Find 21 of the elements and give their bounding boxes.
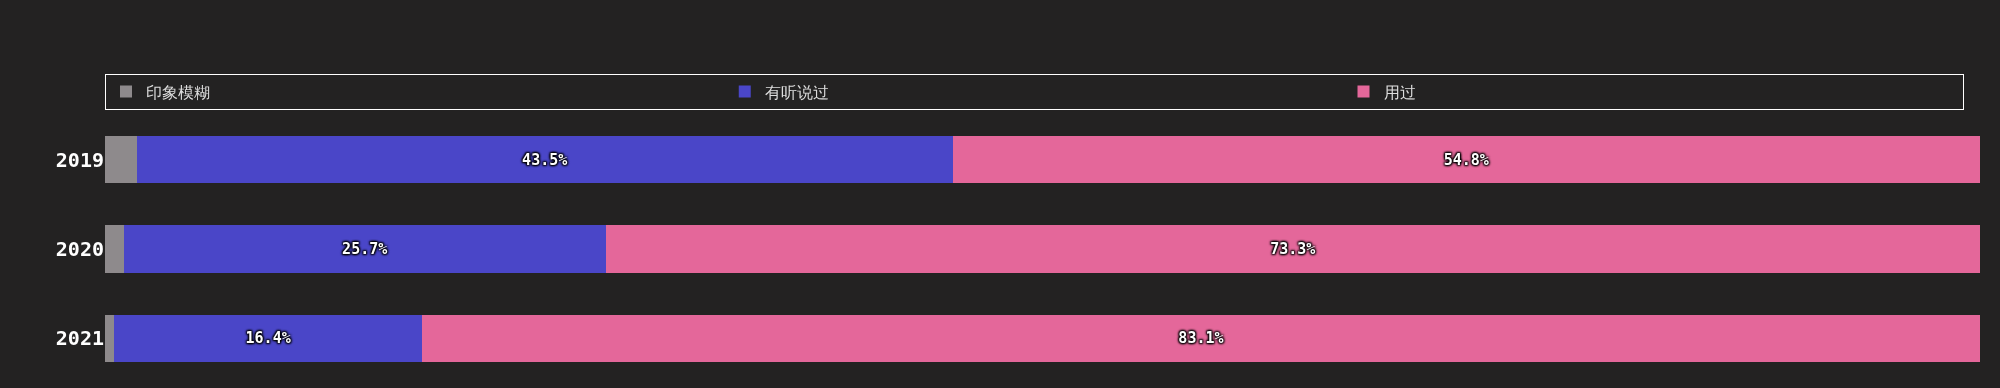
data-label: 43.5% — [522, 150, 568, 169]
data-label: 54.8% — [1443, 150, 1489, 169]
legend-label: 印象模糊 — [146, 82, 210, 102]
legend-label: 用过 — [1383, 82, 1416, 102]
data-label: 73.3% — [1270, 240, 1316, 258]
y-tick-label: 2021 — [55, 326, 104, 351]
y-tick-label: 2019 — [55, 147, 104, 172]
legend-label: 有听说过 — [764, 82, 829, 102]
bar — [136, 135, 953, 184]
bar — [105, 225, 124, 273]
bar — [605, 225, 1980, 273]
bar — [105, 135, 137, 184]
y-tick-label: 2020 — [55, 237, 104, 261]
bar — [952, 135, 1980, 184]
data-label: 83.1% — [1178, 329, 1224, 348]
bar — [105, 314, 115, 363]
bar — [421, 314, 1980, 363]
data-label: 16.4% — [245, 329, 291, 348]
bar — [114, 314, 422, 363]
bar — [123, 225, 606, 273]
data-label: 25.7% — [342, 240, 388, 258]
